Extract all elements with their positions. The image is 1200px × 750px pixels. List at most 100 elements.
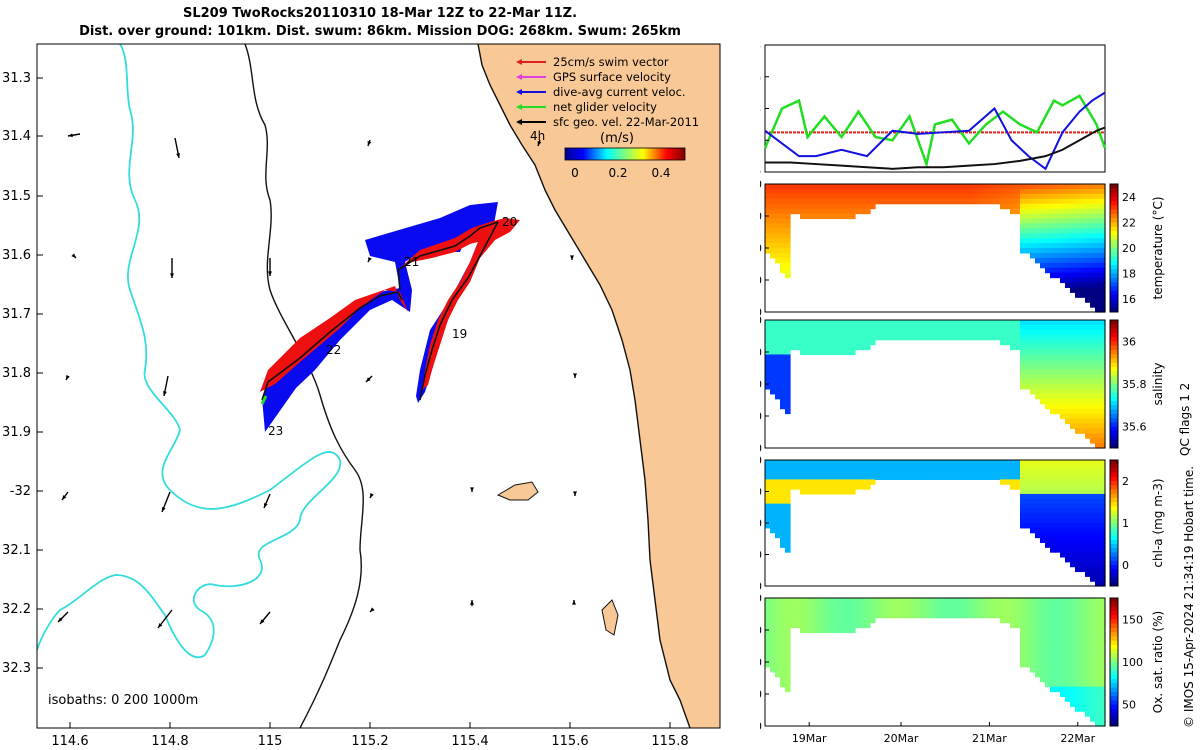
heatmap-cell (1000, 607, 1006, 614)
colorbar-step (1110, 606, 1118, 612)
heatmap-cell (815, 602, 821, 609)
heatmap-cell (875, 469, 881, 476)
depth-tick-label: 100 (760, 656, 762, 669)
heatmap-cell (1085, 364, 1091, 370)
heatmap-cell (1045, 324, 1051, 331)
heatmap-cell (1100, 657, 1106, 663)
heatmap-cell (810, 208, 816, 215)
heatmap-cell (855, 602, 861, 609)
heatmap-cell (1015, 622, 1021, 629)
heatmap-cell (880, 320, 886, 326)
heatmap-cell (1005, 607, 1011, 614)
heatmap-cell (865, 622, 871, 629)
heatmap-cell (925, 334, 931, 341)
heatmap-cell (1095, 433, 1101, 439)
heatmap-cell (805, 479, 811, 485)
heatmap-cell (785, 257, 791, 264)
heatmap-cell (910, 607, 916, 614)
heatmap-cell (920, 464, 926, 471)
heatmap-cell (780, 324, 786, 331)
heatmap-cell (1095, 292, 1101, 298)
geo-arrow-head (62, 495, 67, 500)
heatmap-cell (1000, 184, 1006, 190)
heatmap-cell (835, 344, 841, 351)
colorbar-tick-label: 22 (1122, 216, 1136, 229)
heatmap-cell (1060, 484, 1066, 490)
heatmap-cell (1025, 489, 1031, 495)
heatmap-cell (810, 460, 816, 466)
heatmap-cell (1035, 464, 1041, 471)
heatmap-cell (780, 602, 786, 609)
heatmap-cell (1075, 686, 1081, 693)
heatmap-cell (1100, 277, 1106, 284)
heatmap-cell (1090, 408, 1096, 415)
heatmap-cell (775, 379, 781, 385)
heatmap-cell (1065, 598, 1071, 604)
heatmap-cell (1080, 344, 1086, 351)
heatmap-cell (870, 617, 876, 624)
heatmap-cell (770, 349, 776, 356)
heatmap-cell (1030, 223, 1036, 229)
heatmap-cell (1035, 637, 1041, 643)
heatmap-cell (930, 474, 936, 480)
heatmap-cell (1025, 374, 1031, 380)
heatmap-cell (1045, 513, 1051, 519)
heatmap-cell (1055, 384, 1061, 390)
heatmap-cell (1020, 503, 1026, 510)
heatmap-cell (1100, 489, 1106, 495)
heatmap-cell (1085, 681, 1091, 688)
heatmap-cell (1065, 464, 1071, 471)
heatmap-cell (1035, 460, 1041, 466)
heatmap-cell (1050, 671, 1056, 678)
heatmap-cell (1100, 637, 1106, 643)
heatmap-cell (770, 508, 776, 514)
heatmap-cell (1075, 503, 1081, 510)
heatmap-cell (785, 349, 791, 356)
heatmap-cell (1020, 632, 1026, 638)
heatmap-cell (1050, 647, 1056, 653)
heatmap-cell (1085, 691, 1091, 698)
heatmap-cell (980, 607, 986, 614)
heatmap-cell (1060, 681, 1066, 688)
heatmap-cell (1090, 711, 1096, 717)
heatmap-cell (965, 184, 971, 190)
heatmap-cell (1030, 508, 1036, 514)
heatmap-cell (870, 612, 876, 619)
heatmap-cell (945, 329, 951, 336)
heatmap-cell (1040, 198, 1046, 205)
heatmap-cell (950, 320, 956, 326)
heatmap-cell (1100, 464, 1106, 471)
heatmap-cell (860, 474, 866, 480)
heatmap-cell (855, 612, 861, 619)
heatmap-cell (1035, 379, 1041, 385)
colorbar-step (1110, 277, 1118, 283)
heatmap-cell (895, 607, 901, 614)
heatmap-cell (1065, 359, 1071, 365)
heatmap-cell (1085, 469, 1091, 476)
heatmap-cell (1090, 513, 1096, 519)
heatmap-cell (1025, 344, 1031, 351)
geo-arrow-head (71, 253, 76, 258)
colorbar-step (1110, 687, 1118, 693)
heatmap-cell (1075, 339, 1081, 346)
heatmap-cell (1075, 203, 1081, 210)
heatmap-cell (1080, 547, 1086, 553)
heatmap-cell (785, 344, 791, 351)
heatmap-cell (780, 503, 786, 510)
heatmap-cell (1010, 598, 1016, 604)
heatmap-cell (1010, 474, 1016, 480)
heatmap-cell (810, 339, 816, 346)
heatmap-cell (1060, 607, 1066, 614)
heatmap-cell (1090, 354, 1096, 360)
heatmap-cell (1100, 691, 1106, 698)
heatmap-cell (1020, 369, 1026, 375)
heatmap-cell (1035, 469, 1041, 476)
heatmap-cell (1025, 513, 1031, 519)
heatmap-cell (905, 188, 911, 195)
heatmap-cell (1050, 403, 1056, 410)
heatmap-cell (1050, 369, 1056, 375)
heatmap-cell (1095, 479, 1101, 485)
heatmap-cell (775, 364, 781, 370)
heatmap-cell (1025, 632, 1031, 638)
heatmap-cell (775, 238, 781, 244)
